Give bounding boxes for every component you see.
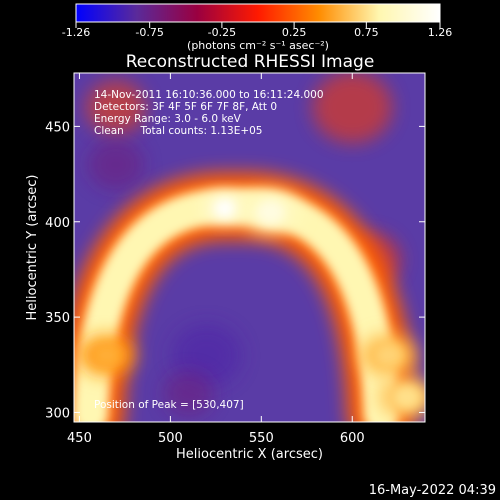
background-blob [312, 73, 393, 144]
emission-peak [215, 200, 235, 217]
y-tick-label: 450 [45, 120, 70, 135]
x-tick-label: 500 [158, 431, 183, 446]
annotation-line: Clean Total counts: 1.13E+05 [94, 125, 263, 137]
x-tick-label: 450 [67, 431, 92, 446]
image-area [74, 73, 425, 422]
colorbar-unit-label: (photons cm⁻² s⁻¹ asec⁻²) [187, 39, 329, 52]
colorbar-ticks: -1.26 -0.75 -0.25 0.25 0.75 1.26 [62, 22, 452, 39]
colorbar-tick-label: 0.25 [282, 26, 307, 39]
axis-ticks: 450 500 550 600 300 350 400 450 [45, 73, 425, 446]
colorbar [75, 3, 441, 23]
emission-blob [92, 343, 121, 368]
annotation-line: 14-Nov-2011 16:10:36.000 to 16:11:24.000 [94, 89, 324, 101]
colorbar-tick-label: 1.26 [428, 26, 453, 39]
annotations: 14-Nov-2011 16:10:36.000 to 16:11:24.000… [94, 89, 324, 137]
y-tick-label: 350 [45, 311, 70, 326]
annotation-line: Detectors: 3F 4F 5F 6F 7F 8F, Att 0 [94, 101, 277, 113]
x-axis-label: Heliocentric X (arcsec) [176, 447, 323, 462]
x-tick-label: 550 [249, 431, 274, 446]
timestamp: 16-May-2022 04:39 [369, 483, 496, 498]
y-tick-label: 400 [45, 216, 70, 231]
emission-blob [392, 385, 421, 410]
background-blob [85, 80, 146, 135]
colorbar-tick-label: -1.26 [62, 26, 90, 39]
colorbar-tick-label: -0.25 [208, 26, 236, 39]
y-tick-label: 300 [45, 406, 70, 421]
chart-title: Reconstructed RHESSI Image [126, 52, 375, 72]
emission-blob [374, 343, 403, 368]
peak-position-label: Position of Peak = [530,407] [94, 399, 244, 411]
y-axis-label: Heliocentric Y (arcsec) [25, 175, 40, 321]
colorbar-tick-label: -0.75 [135, 26, 163, 39]
annotation-line: Energy Range: 3.0 - 6.0 keV [94, 113, 242, 125]
colorbar-tick-label: 0.75 [354, 26, 379, 39]
x-tick-label: 600 [340, 431, 365, 446]
plot-frame [73, 72, 426, 423]
background-blob [163, 370, 214, 416]
background-blob [87, 139, 144, 190]
emission-features [74, 73, 425, 422]
emission-blob [256, 200, 285, 225]
